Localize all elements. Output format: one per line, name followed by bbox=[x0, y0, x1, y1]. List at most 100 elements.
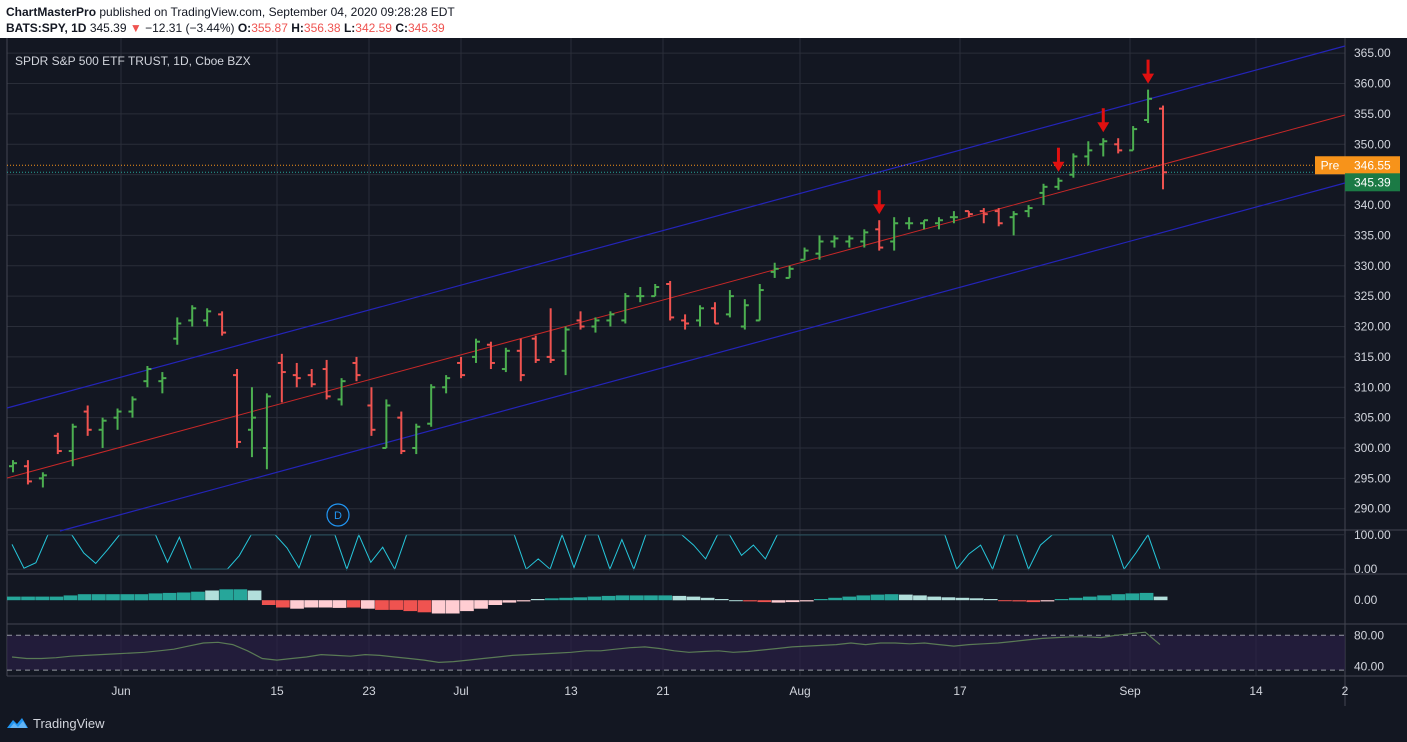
ohlc-bar[interactable] bbox=[262, 393, 271, 470]
ohlc-bar[interactable] bbox=[681, 314, 690, 330]
ohlc-bar[interactable] bbox=[785, 265, 794, 279]
ohlc-bar[interactable] bbox=[322, 359, 331, 400]
ohlc-bar[interactable] bbox=[1084, 141, 1093, 166]
ohlc-bar[interactable] bbox=[412, 423, 421, 455]
ohlc-bar[interactable] bbox=[591, 317, 600, 333]
ohlc-bar[interactable] bbox=[606, 311, 615, 327]
ohlc-bar[interactable] bbox=[188, 305, 197, 327]
ohlc-bar[interactable] bbox=[1009, 211, 1018, 236]
ohlc-bar[interactable] bbox=[1039, 183, 1048, 206]
ohlc-bar[interactable] bbox=[471, 338, 480, 363]
ohlc-bar[interactable] bbox=[53, 432, 62, 455]
ohlc-bar[interactable] bbox=[173, 317, 182, 345]
time-axis[interactable]: Jun 15 23 Jul 13 21 Aug 17 Sep 14 2 bbox=[111, 684, 1348, 698]
indicator-3-line[interactable] bbox=[11, 631, 1161, 664]
ohlc-bar[interactable] bbox=[531, 335, 540, 363]
ohlc-bar[interactable] bbox=[1159, 105, 1167, 190]
ohlc-bar[interactable] bbox=[964, 210, 973, 218]
ohlc-bar[interactable] bbox=[725, 290, 734, 318]
ohlc-bar[interactable] bbox=[979, 208, 988, 224]
ohlc-bar[interactable] bbox=[1069, 153, 1078, 178]
ohlc-bar[interactable] bbox=[382, 399, 391, 449]
ohlc-bar[interactable] bbox=[457, 356, 466, 379]
ohlc-bar[interactable] bbox=[501, 347, 510, 373]
ohlc-bar[interactable] bbox=[710, 302, 719, 325]
price-tick-label: 310.00 bbox=[1354, 380, 1391, 394]
ohlc-bar[interactable] bbox=[740, 299, 749, 330]
ohlc-bar[interactable] bbox=[23, 460, 32, 485]
ohlc-bar[interactable] bbox=[621, 293, 630, 324]
ohlc-bar[interactable] bbox=[651, 284, 660, 298]
ohlc-bar[interactable] bbox=[233, 369, 242, 448]
ohlc-bar[interactable] bbox=[486, 341, 495, 370]
ohlc-bar[interactable] bbox=[427, 384, 436, 427]
ohlc-bar[interactable] bbox=[1099, 138, 1108, 157]
ohlc-bar[interactable] bbox=[934, 217, 943, 230]
price-axis[interactable]: 365.00360.00355.00350.00345.00340.00335.… bbox=[1315, 46, 1400, 516]
ohlc-bar[interactable] bbox=[277, 353, 286, 403]
ohlc-bar[interactable] bbox=[860, 229, 869, 248]
ohlc-bar[interactable] bbox=[1114, 138, 1123, 154]
down-arrow-icon[interactable] bbox=[1052, 147, 1065, 172]
ohlc-bar[interactable] bbox=[203, 308, 212, 327]
channel-upper-line[interactable] bbox=[6, 45, 1346, 409]
ohlc-bar[interactable] bbox=[337, 378, 346, 406]
channel-lower-line[interactable] bbox=[59, 182, 1346, 532]
ohlc-bar[interactable] bbox=[905, 217, 914, 230]
ohlc-bar[interactable] bbox=[128, 396, 137, 418]
channel-mid-line[interactable] bbox=[6, 114, 1346, 479]
ohlc-bar[interactable] bbox=[516, 338, 525, 382]
annotations bbox=[873, 59, 1155, 215]
ohlc-bar[interactable] bbox=[949, 211, 958, 224]
ohlc-bar[interactable] bbox=[98, 417, 107, 448]
ohlc-bar[interactable] bbox=[307, 369, 316, 388]
ohlc-bar[interactable] bbox=[1144, 89, 1153, 124]
events-marker[interactable]: D bbox=[326, 503, 350, 527]
ohlc-bar[interactable] bbox=[158, 372, 167, 394]
ohlc-bar[interactable] bbox=[442, 375, 451, 394]
ohlc-bar[interactable] bbox=[367, 387, 376, 436]
histogram-bar bbox=[176, 592, 191, 601]
ohlc-bar[interactable] bbox=[576, 311, 585, 330]
down-arrow-icon[interactable] bbox=[873, 190, 886, 215]
down-arrow-icon[interactable] bbox=[1097, 108, 1110, 133]
price-tick-label: 330.00 bbox=[1354, 259, 1391, 273]
ohlc-bar[interactable] bbox=[546, 308, 555, 363]
histogram-bar bbox=[233, 589, 248, 601]
ohlc-bar[interactable] bbox=[561, 326, 570, 376]
ohlc-bar[interactable] bbox=[666, 280, 675, 321]
ohlc-bar[interactable] bbox=[113, 408, 122, 430]
tradingview-brand[interactable]: TradingView bbox=[33, 716, 105, 731]
ohlc-bar[interactable] bbox=[1024, 205, 1033, 218]
ohlc-bar[interactable] bbox=[815, 235, 824, 260]
ohlc-bar[interactable] bbox=[247, 387, 256, 458]
down-arrow-icon[interactable] bbox=[1142, 59, 1155, 84]
ohlc-bar[interactable] bbox=[292, 362, 301, 388]
indicator-1-line[interactable] bbox=[11, 533, 1161, 571]
ohlc-bar[interactable] bbox=[875, 220, 884, 251]
ohlc-bar[interactable] bbox=[38, 472, 47, 488]
ohlc-bar[interactable] bbox=[1129, 126, 1138, 152]
chart-area[interactable]: 100.00 0.00 0.00 80.00 40.00 365.00 360.00 3… bbox=[0, 38, 1407, 706]
ohlc-bar[interactable] bbox=[696, 305, 705, 327]
ohlc-bar[interactable] bbox=[770, 262, 779, 278]
ohlc-bar[interactable] bbox=[920, 219, 929, 230]
tradingview-logo-icon[interactable] bbox=[6, 715, 30, 731]
ohlc-bar[interactable] bbox=[890, 217, 899, 251]
ohlc-bar[interactable] bbox=[352, 356, 361, 382]
ohlc-bar[interactable] bbox=[845, 235, 854, 248]
ohlc-bar[interactable] bbox=[143, 366, 152, 388]
publisher-name[interactable]: ChartMasterPro bbox=[6, 5, 97, 19]
ohlc-bar[interactable] bbox=[68, 423, 77, 467]
ohlc-bar[interactable] bbox=[397, 411, 406, 455]
ohlc-bar[interactable] bbox=[755, 284, 764, 322]
ohlc-bar[interactable] bbox=[9, 460, 17, 473]
ohlc-bar[interactable] bbox=[994, 208, 1003, 227]
ohlc-bar[interactable] bbox=[830, 235, 839, 248]
ohlc-bar[interactable] bbox=[83, 405, 92, 436]
ohlc-bar[interactable] bbox=[800, 247, 809, 261]
ohlc-bar[interactable] bbox=[218, 311, 227, 336]
event-circle bbox=[326, 503, 350, 527]
ohlc-bar[interactable] bbox=[1054, 177, 1063, 190]
ohlc-bar[interactable] bbox=[636, 287, 645, 303]
